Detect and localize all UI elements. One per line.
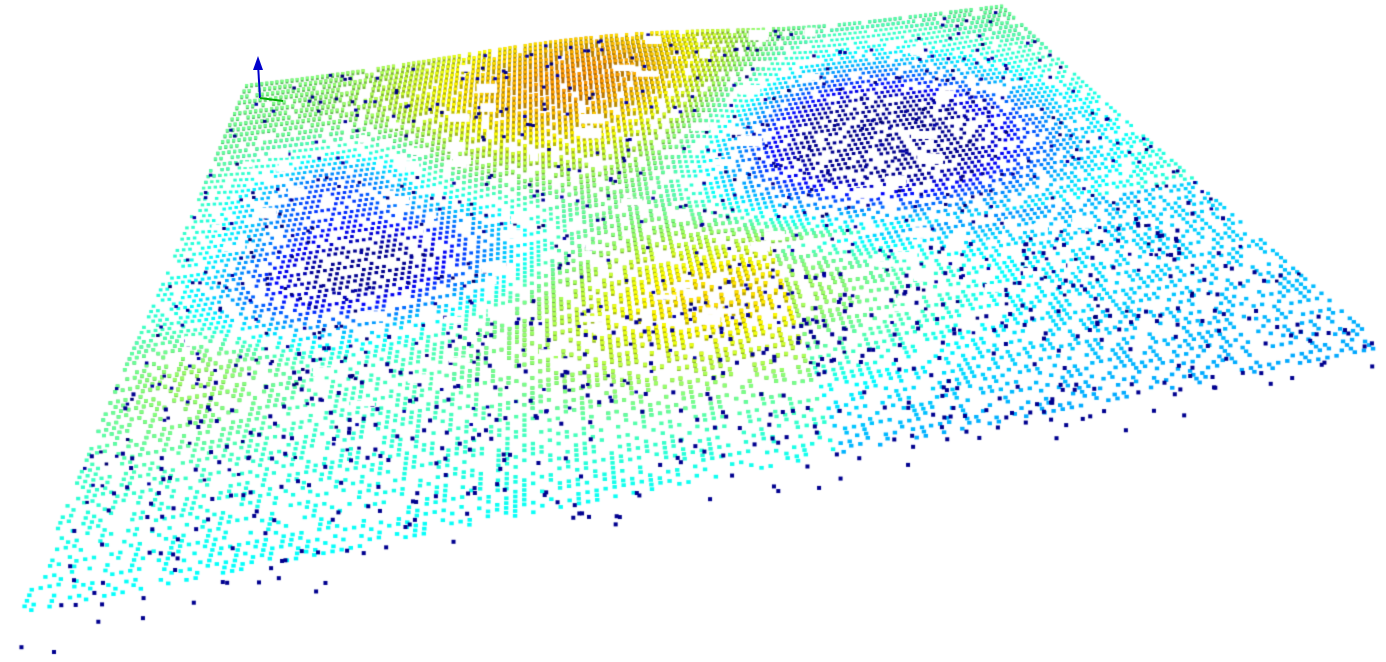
terrain-voxel-render[interactable] <box>0 0 1386 662</box>
point-cloud-viewport[interactable] <box>0 0 1386 662</box>
